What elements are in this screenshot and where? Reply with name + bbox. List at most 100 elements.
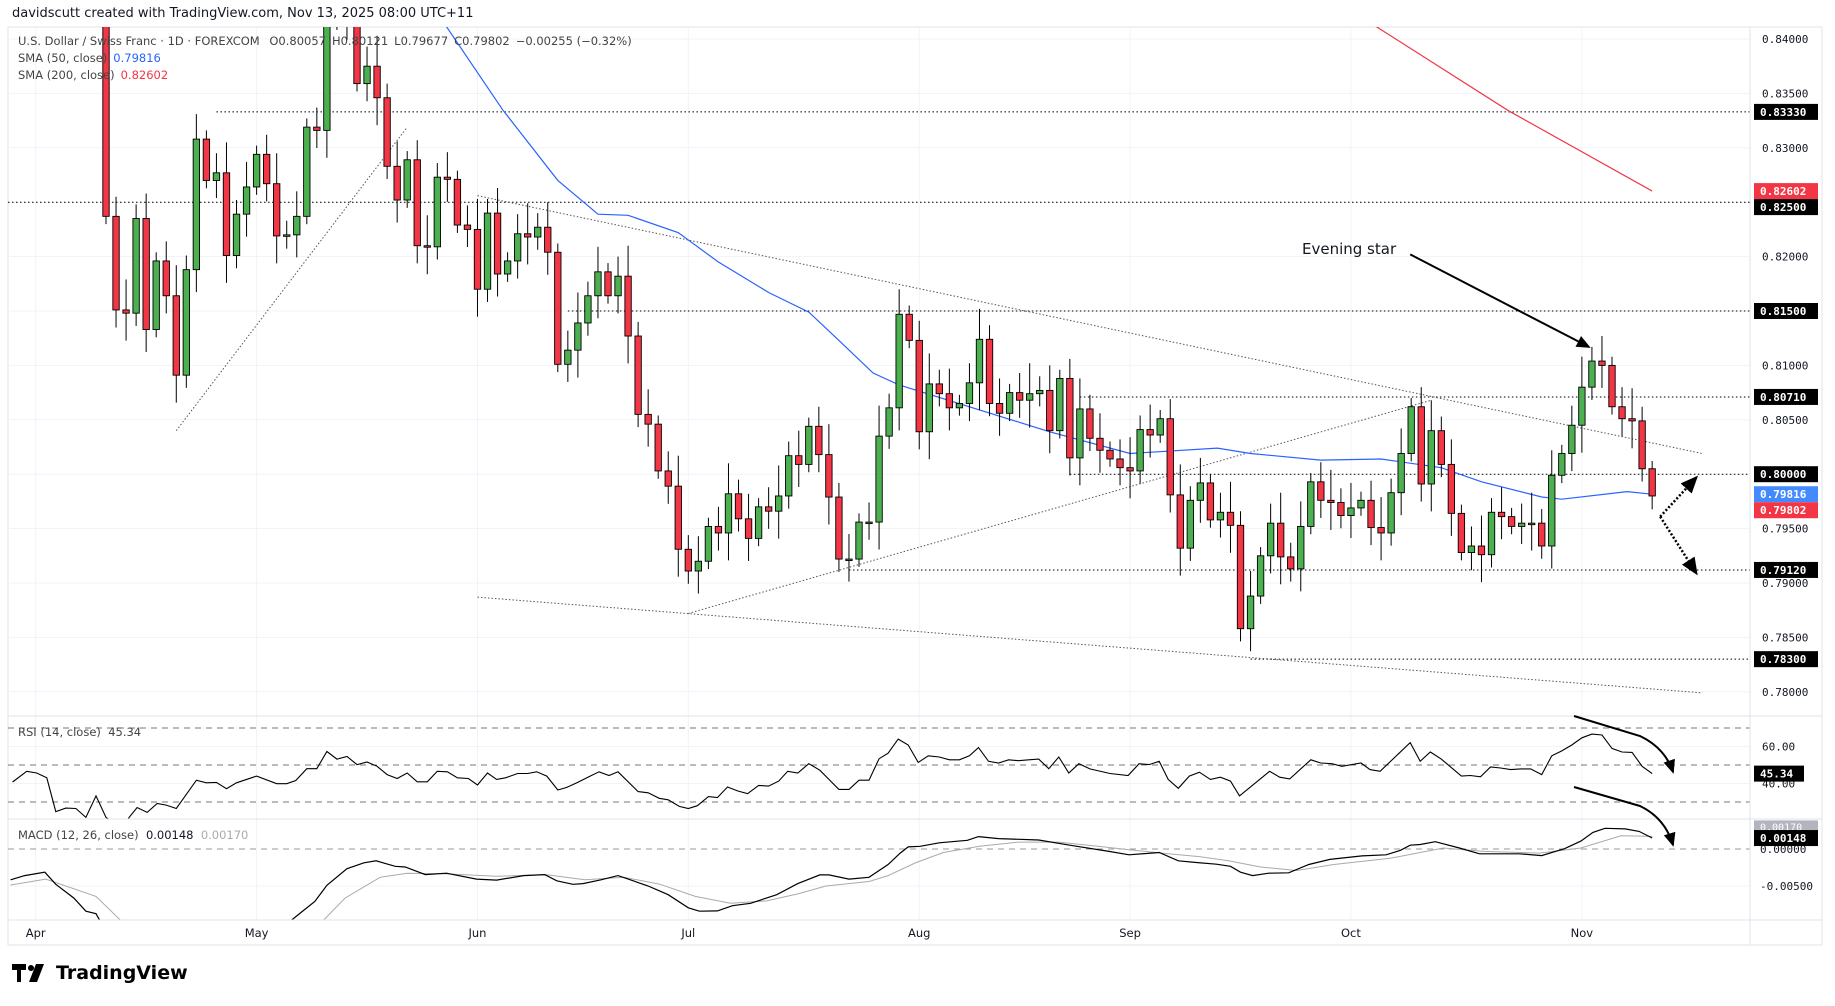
logo-text: TradingView — [56, 962, 188, 984]
candle-body — [1026, 393, 1034, 401]
candle-body — [644, 413, 652, 425]
candle-body — [825, 454, 833, 498]
candle-body — [1427, 430, 1435, 485]
macd-tick-label: 0.00000 — [1760, 843, 1806, 856]
price-tick-label: 0.80500 — [1762, 414, 1808, 427]
candle-body — [182, 269, 190, 376]
candle-body — [283, 234, 291, 237]
price-tick-label: 0.82000 — [1762, 251, 1808, 264]
candle-body — [734, 493, 743, 520]
price-badge — [1754, 303, 1818, 319]
candle-body — [353, 27, 361, 85]
candle-body — [564, 349, 572, 365]
annotation-arrow — [1659, 475, 1699, 518]
rsi-pane — [8, 727, 1750, 819]
candle-body — [222, 172, 231, 256]
price-badge-label: 0.82500 — [1760, 201, 1806, 214]
drawn-arrows — [1409, 253, 1699, 576]
candle-body — [363, 65, 371, 85]
price-tick-label: 0.83500 — [1762, 87, 1808, 100]
candle-body — [1507, 516, 1516, 527]
macd-signal-badge-label: 0.00170 — [1760, 822, 1802, 833]
candle-body — [694, 560, 703, 572]
rsi-legend[interactable]: RSI (14, close) 45.34 — [18, 725, 141, 739]
rsi-badge-label: 45.34 — [1760, 768, 1793, 781]
price-tick-label: 0.79000 — [1762, 577, 1808, 590]
candle-body — [403, 159, 411, 201]
time-axis-label: Nov — [1571, 926, 1594, 940]
chart-credit: davidscutt created with TradingView.com,… — [12, 6, 474, 21]
price-badge-label: 0.79816 — [1760, 488, 1807, 501]
candle-body — [664, 470, 672, 487]
candle-body — [1186, 499, 1194, 549]
price-badge — [1754, 199, 1818, 216]
candle-body — [1166, 418, 1174, 496]
candle-body — [865, 521, 873, 525]
candle-body — [1327, 499, 1335, 503]
trendline — [477, 195, 1703, 455]
sma200-legend[interactable]: SMA (200, close) 0.82602 — [18, 68, 174, 82]
candle-body — [544, 226, 552, 253]
candle-body — [122, 309, 130, 314]
candle-body — [1266, 522, 1275, 557]
macd-signal-value: 0.00170 — [200, 828, 249, 842]
candle-body — [1528, 522, 1536, 526]
candle-body — [1176, 494, 1184, 549]
candle-body — [273, 183, 281, 237]
time-axis-label: Sep — [1119, 926, 1141, 940]
macd-signal-line — [10, 835, 1653, 920]
candle-body — [1467, 545, 1476, 553]
candle-body — [1638, 420, 1646, 470]
candle-body — [503, 260, 512, 275]
annotation-arrow — [1409, 253, 1591, 348]
candle-body — [584, 295, 592, 324]
price-tick-label: 0.84000 — [1762, 33, 1808, 46]
candle-body — [1246, 595, 1255, 630]
candle-body — [192, 138, 201, 271]
tradingview-logo-icon — [12, 964, 44, 982]
macd-legend[interactable]: MACD (12, 26, close) 0.00148 0.00170 — [18, 828, 248, 842]
candle-body — [1588, 360, 1596, 388]
candle-body — [1387, 492, 1395, 534]
candle-body — [1618, 406, 1626, 420]
candle-body — [875, 435, 883, 523]
sma50-legend[interactable]: SMA (50, close) 0.79816 — [18, 51, 167, 65]
candle-body — [463, 224, 472, 230]
price-badge — [1754, 388, 1818, 405]
candle-body — [1226, 511, 1235, 526]
time-axis-label: Apr — [26, 926, 46, 940]
price-badge — [1754, 103, 1818, 120]
candle-body — [1648, 468, 1656, 497]
rsi-value: 45.34 — [108, 725, 142, 739]
price-badge — [1754, 651, 1818, 668]
candle-body — [1015, 392, 1024, 401]
price-badge-label: 0.79802 — [1760, 504, 1806, 517]
candle-body — [654, 423, 662, 472]
candle-body — [1116, 458, 1124, 469]
candle-body — [1337, 502, 1345, 516]
price-badge-label: 0.82602 — [1760, 185, 1806, 198]
price-badge-label: 0.80000 — [1760, 468, 1806, 481]
rsi-line — [12, 733, 1653, 819]
candle-body — [242, 186, 251, 215]
candle-body — [1146, 429, 1154, 436]
price-tick-label: 0.81000 — [1762, 359, 1808, 372]
candle-body — [1477, 545, 1486, 556]
macd-value: 0.00148 — [145, 828, 194, 842]
candle-body — [534, 226, 542, 238]
candle-body — [845, 558, 853, 562]
candle-body — [995, 403, 1004, 414]
time-axis-label: Jun — [467, 926, 486, 940]
candle-body — [1487, 511, 1496, 556]
candle-body — [413, 159, 421, 247]
price-badge-label: 0.83330 — [1760, 106, 1806, 119]
candle-body — [724, 493, 733, 534]
candle-body — [634, 335, 642, 415]
candle-body — [554, 251, 562, 365]
tradingview-logo[interactable]: TradingView — [12, 962, 188, 984]
candle-body — [212, 172, 221, 181]
candle-body — [1628, 418, 1636, 422]
candle-body — [1206, 482, 1215, 521]
candle-body — [483, 212, 492, 290]
